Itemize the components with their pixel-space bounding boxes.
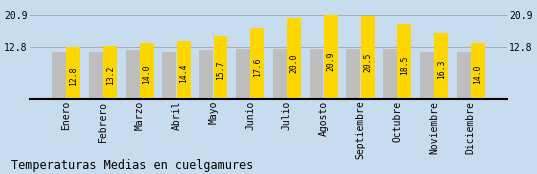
- Bar: [89, 52, 103, 99]
- Bar: [250, 28, 264, 99]
- Bar: [273, 49, 287, 99]
- Text: 13.2: 13.2: [106, 65, 115, 85]
- Text: 14.0: 14.0: [474, 64, 482, 84]
- Bar: [287, 18, 301, 99]
- Bar: [456, 52, 470, 99]
- Bar: [126, 50, 140, 99]
- Bar: [67, 48, 81, 99]
- Bar: [471, 43, 485, 99]
- Text: 20.9: 20.9: [326, 52, 335, 71]
- Bar: [383, 49, 397, 99]
- Text: 16.3: 16.3: [437, 60, 446, 79]
- Text: Temperaturas Medias en cuelgamures: Temperaturas Medias en cuelgamures: [11, 159, 253, 172]
- Bar: [52, 52, 66, 99]
- Bar: [324, 15, 338, 99]
- Bar: [397, 24, 411, 99]
- Text: 20.0: 20.0: [289, 53, 299, 73]
- Text: 17.6: 17.6: [253, 57, 262, 77]
- Bar: [214, 36, 228, 99]
- Bar: [434, 33, 448, 99]
- Text: 14.0: 14.0: [142, 64, 151, 84]
- Bar: [346, 49, 360, 99]
- Bar: [361, 16, 375, 99]
- Text: 15.7: 15.7: [216, 61, 225, 80]
- Bar: [162, 52, 176, 99]
- Text: 18.5: 18.5: [400, 56, 409, 75]
- Bar: [236, 49, 250, 99]
- Text: 14.4: 14.4: [179, 63, 188, 83]
- Bar: [140, 43, 154, 99]
- Bar: [177, 41, 191, 99]
- Bar: [309, 49, 323, 99]
- Bar: [103, 46, 117, 99]
- Bar: [420, 52, 434, 99]
- Text: 12.8: 12.8: [69, 66, 78, 86]
- Text: 20.5: 20.5: [363, 52, 372, 72]
- Bar: [199, 50, 213, 99]
